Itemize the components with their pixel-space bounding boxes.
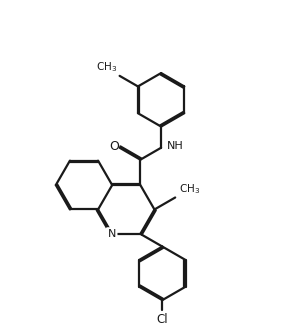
- Text: O: O: [110, 140, 119, 153]
- Text: CH$_3$: CH$_3$: [95, 61, 117, 74]
- Text: Cl: Cl: [157, 313, 168, 326]
- Text: N: N: [107, 229, 116, 239]
- Text: CH$_3$: CH$_3$: [179, 182, 200, 196]
- Text: NH: NH: [167, 141, 183, 151]
